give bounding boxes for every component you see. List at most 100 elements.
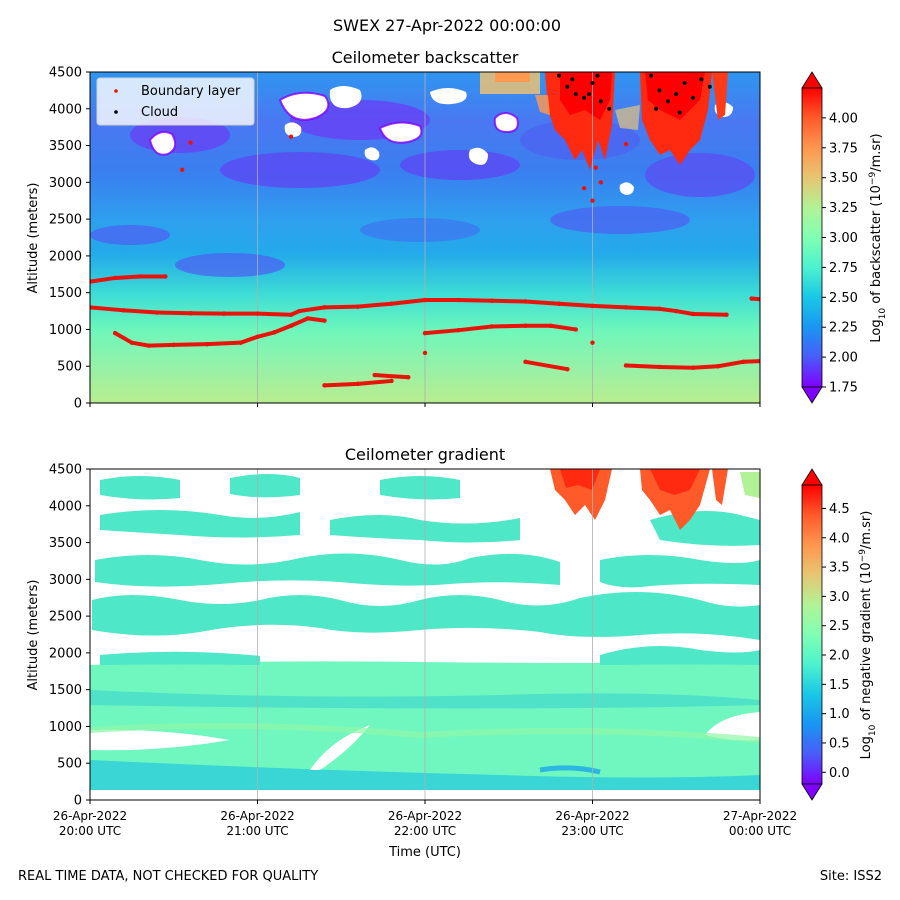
legend-label-cloud: Cloud <box>141 105 178 120</box>
boundary-layer-point-trail <box>129 340 151 348</box>
boundary-layer-point <box>556 301 562 306</box>
gradient-colorbar-ticks: 0.0 0.5 1.0 1.5 2.0 2.5 3.0 3.5 4.0 4.5 <box>822 502 850 781</box>
gradient-ytick-label: 1500 <box>49 683 82 698</box>
gradient-colorbar-tick-label: 1.0 <box>829 707 850 722</box>
backscatter-colorbar-body <box>801 87 823 388</box>
boundary-layer-point-trail <box>155 310 193 316</box>
boundary-layer-point <box>757 297 760 302</box>
gradient-xtick-label-time: 23:00 UTC <box>561 824 623 838</box>
boundary-layer-point <box>163 274 168 279</box>
cloud-point <box>570 77 575 82</box>
boundary-layer-point-trail <box>356 378 394 386</box>
gradient-title: Ceilometer gradient <box>345 445 505 464</box>
gradient-xtick-label-time: 22:00 UTC <box>394 824 456 838</box>
backscatter-title: Ceilometer backscatter <box>332 48 519 67</box>
backscatter-ytick-label: 0 <box>74 397 82 412</box>
legend-marker-cloud <box>114 110 118 114</box>
boundary-layer-point-trail <box>90 305 126 313</box>
gradient-ytick-label: 4000 <box>49 499 82 514</box>
boundary-layer-point-trail <box>624 305 662 311</box>
boundary-layer-point-trail <box>657 364 695 370</box>
boundary-layer-point-trail <box>121 308 159 315</box>
boundary-layer-point-trail <box>490 298 528 304</box>
gradient-colorbar-tick-label: 4.5 <box>829 502 850 517</box>
boundary-layer-point-trail <box>255 311 293 317</box>
boundary-layer-point-trail <box>297 305 327 314</box>
boundary-layer-point <box>757 358 760 364</box>
cloud-point <box>699 77 704 82</box>
backscatter-colorbar-tick-label: 3.25 <box>829 201 858 216</box>
cloud-point <box>691 95 695 100</box>
backscatter-xgrid <box>257 72 593 403</box>
gradient-colorbar-tick-label: 3.5 <box>829 561 850 576</box>
gradient-colorbar-tick-label: 0.5 <box>829 736 850 751</box>
cloud-point <box>587 92 592 97</box>
gradient-colorbar-extend-max <box>801 468 823 486</box>
gradient-xlabel: Time (UTC) <box>388 845 461 860</box>
boundary-layer-point-trail <box>657 306 679 314</box>
boundary-layer-point-trail <box>322 304 360 310</box>
backscatter-ytick-label: 2500 <box>49 213 82 228</box>
boundary-layer-point <box>724 312 729 317</box>
gradient-colorbar-tick-label: 0.0 <box>829 766 850 781</box>
cloud-point <box>649 73 654 78</box>
gradient-ytick-label: 4500 <box>49 463 82 478</box>
gradient-xtick-label-date: 26-Apr-2022 <box>220 809 294 823</box>
boundary-layer-point-trail <box>456 324 494 333</box>
boundary-layer-point-trail <box>238 334 260 345</box>
backscatter-colorbar-tick-label: 3.00 <box>829 231 858 246</box>
cloud-point <box>682 81 687 86</box>
boundary-layer-point <box>590 340 595 345</box>
backscatter-colorbar-extend-max <box>801 71 823 89</box>
boundary-layer-point <box>581 186 587 191</box>
boundary-layer-point <box>623 141 629 147</box>
cloud-point <box>707 84 712 89</box>
gradient-xgrid <box>257 469 593 800</box>
boundary-layer-point-trail <box>372 373 411 380</box>
backscatter-ytick-label: 3500 <box>49 139 82 154</box>
boundary-layer-point-trail <box>289 316 310 328</box>
backscatter-colorbar: 1.75 2.00 2.25 2.50 2.75 3.00 3.25 3.50 3.75 4.00… <box>801 71 888 404</box>
boundary-layer-point-trail <box>305 316 327 323</box>
backscatter-yticks: 0 500 1000 1500 2000 2500 3000 3500 4000 4500 <box>49 66 90 412</box>
cloud-point <box>557 73 561 78</box>
boundary-layer-point-trail <box>523 359 570 372</box>
footer-disclaimer: REAL TIME DATA, NOT CHECKED FOR QUALITY <box>18 869 319 884</box>
gradient-colorbar-tick-label: 3.0 <box>829 590 850 605</box>
gradient-xtick-label-date: 26-Apr-2022 <box>53 809 127 823</box>
gradient-ytick-label: 3500 <box>49 536 82 551</box>
boundary-layer-point <box>179 167 185 173</box>
boundary-layer-point-trail <box>716 359 746 369</box>
backscatter-colorbar-tick-label: 2.00 <box>829 351 858 366</box>
backscatter-colorbar-ticks: 1.75 2.00 2.25 2.50 2.75 3.00 3.25 3.50 3.75 4.00 <box>822 111 858 396</box>
boundary-layer-point-trail <box>171 342 210 347</box>
boundary-layer-point-trail <box>322 381 360 388</box>
boundary-layer-point-trail <box>90 275 118 284</box>
boundary-layer-point-trail <box>423 328 461 336</box>
gradient-xtick-label-date: 27-Apr-2022 <box>723 809 797 823</box>
backscatter-colorbar-tick-label: 1.75 <box>829 381 858 396</box>
cloud-point <box>598 99 603 104</box>
boundary-layer-point-trail <box>255 330 277 339</box>
boundary-layer-point-trail <box>624 363 662 369</box>
gradient-ytick-label: 3000 <box>49 573 82 588</box>
gradient-yticks: 0 500 1000 1500 2000 2500 3000 3500 4000 4500 <box>49 463 90 809</box>
gradient-colorbar: 0.0 0.5 1.0 1.5 2.0 2.5 3.0 3.5 4.0 4.5 Log10 of … <box>801 468 878 801</box>
figure-suptitle: SWEX 27-Apr-2022 00:00:00 <box>333 16 561 35</box>
gradient-colorbar-tick-label: 2.0 <box>829 649 850 664</box>
gradient-ytick-label: 2500 <box>49 610 82 625</box>
backscatter-ytick-label: 2000 <box>49 249 82 264</box>
backscatter-axes: Ceilometer backscatter <box>26 48 761 412</box>
backscatter-field <box>90 72 760 403</box>
cloud-point <box>654 106 659 111</box>
gradient-axes: Ceilometer gradient <box>26 445 797 860</box>
boundary-layer-point-trail <box>146 342 176 348</box>
backscatter-colorbar-tick-label: 3.50 <box>829 171 858 186</box>
boundary-layer-point <box>565 366 570 372</box>
backscatter-colorbar-tick-label: 2.25 <box>829 321 858 336</box>
boundary-layer-point <box>188 140 193 145</box>
boundary-layer-point <box>598 180 604 185</box>
backscatter-series <box>90 73 760 388</box>
boundary-layer-point-trail <box>741 359 760 364</box>
